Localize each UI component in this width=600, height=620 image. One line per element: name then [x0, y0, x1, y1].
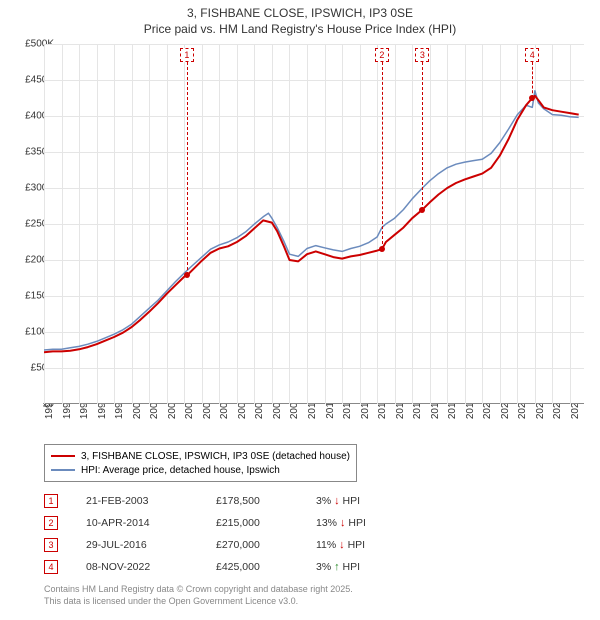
- title-block: 3, FISHBANE CLOSE, IPSWICH, IP3 0SE Pric…: [0, 0, 600, 37]
- legend-swatch: [51, 455, 75, 457]
- sale-marker-box: 4: [525, 48, 539, 62]
- sale-marker-box: 1: [180, 48, 194, 62]
- sale-dot: [529, 95, 535, 101]
- sale-dot: [419, 207, 425, 213]
- sales-row-marker: 1: [44, 494, 58, 508]
- sales-table-row: 1 21-FEB-2003£178,5003% ↓ HPI: [44, 490, 406, 512]
- sales-row-price: £425,000: [216, 561, 316, 573]
- legend-swatch: [51, 469, 75, 471]
- series-hpi: [44, 91, 579, 350]
- chart-area: 1 2 3 4: [44, 44, 584, 404]
- chart-container: 3, FISHBANE CLOSE, IPSWICH, IP3 0SE Pric…: [0, 0, 600, 620]
- sales-row-delta: 3% ↑ HPI: [316, 561, 406, 573]
- sales-table: 1 21-FEB-2003£178,5003% ↓ HPI 2 10-APR-2014…: [44, 490, 406, 578]
- sale-marker-box: 3: [415, 48, 429, 62]
- sales-table-row: 4 08-NOV-2022£425,0003% ↑ HPI: [44, 556, 406, 578]
- sales-row-marker: 3: [44, 538, 58, 552]
- sales-row-price: £215,000: [216, 517, 316, 529]
- sale-dot: [379, 246, 385, 252]
- sale-dot: [184, 272, 190, 278]
- sales-row-date: 10-APR-2014: [86, 517, 216, 529]
- sales-row-marker: 2: [44, 516, 58, 530]
- sales-row-marker: 4: [44, 560, 58, 574]
- sales-row-date: 29-JUL-2016: [86, 539, 216, 551]
- footer-line1: Contains HM Land Registry data © Crown c…: [44, 584, 353, 596]
- line-chart-svg: [44, 44, 584, 404]
- legend-row: HPI: Average price, detached house, Ipsw…: [51, 463, 350, 477]
- legend-label: 3, FISHBANE CLOSE, IPSWICH, IP3 0SE (det…: [81, 451, 350, 462]
- series-property: [44, 96, 579, 352]
- sale-marker-box: 2: [375, 48, 389, 62]
- title-subtitle: Price paid vs. HM Land Registry's House …: [0, 22, 600, 38]
- sales-row-delta: 13% ↓ HPI: [316, 517, 406, 529]
- sales-row-date: 08-NOV-2022: [86, 561, 216, 573]
- footer-line2: This data is licensed under the Open Gov…: [44, 596, 353, 608]
- sales-row-delta: 3% ↓ HPI: [316, 495, 406, 507]
- sales-row-date: 21-FEB-2003: [86, 495, 216, 507]
- sales-row-price: £178,500: [216, 495, 316, 507]
- legend-row: 3, FISHBANE CLOSE, IPSWICH, IP3 0SE (det…: [51, 449, 350, 463]
- legend: 3, FISHBANE CLOSE, IPSWICH, IP3 0SE (det…: [44, 444, 357, 482]
- sales-row-price: £270,000: [216, 539, 316, 551]
- footer: Contains HM Land Registry data © Crown c…: [44, 584, 353, 607]
- sales-row-delta: 11% ↓ HPI: [316, 539, 406, 551]
- title-address: 3, FISHBANE CLOSE, IPSWICH, IP3 0SE: [0, 6, 600, 22]
- sales-table-row: 3 29-JUL-2016£270,00011% ↓ HPI: [44, 534, 406, 556]
- sales-table-row: 2 10-APR-2014£215,00013% ↓ HPI: [44, 512, 406, 534]
- legend-label: HPI: Average price, detached house, Ipsw…: [81, 465, 280, 476]
